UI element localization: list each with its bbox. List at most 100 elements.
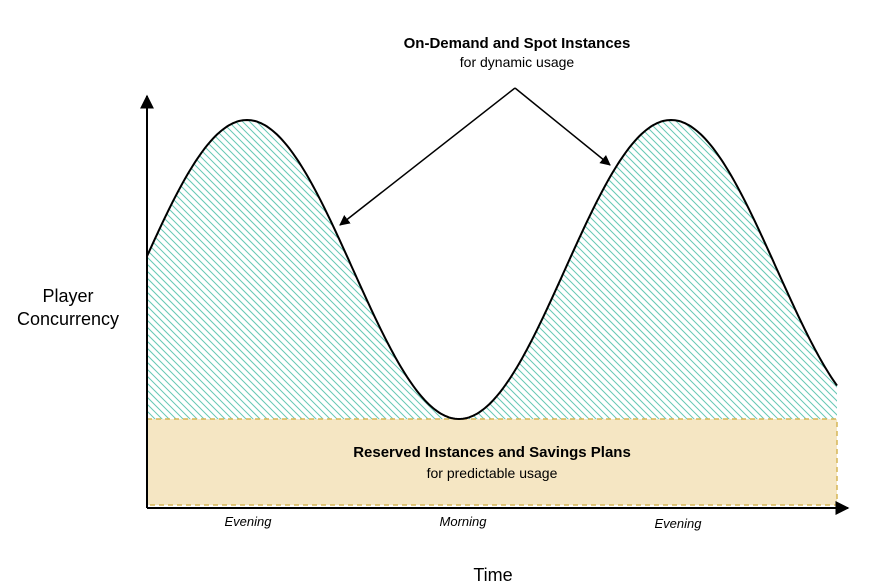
hatch-line [584,120,837,419]
hatch-line [147,120,227,419]
hatch-line [801,120,837,419]
hatch-line [147,120,388,419]
hatch-line [858,100,871,420]
hatch-line [766,120,837,419]
hatch-line [808,120,837,419]
hatch-line [626,120,837,419]
hatch-line [605,120,837,419]
hatch-line [147,120,346,419]
demand-curve [146,118,838,421]
hatch-line [147,120,409,419]
hatch-line [654,120,837,419]
hatch-line [570,120,837,419]
hatch-line [147,120,164,419]
hatch-line [147,120,234,419]
hatch-line [0,100,65,420]
hatch-line [794,120,837,419]
hatch-line [147,120,360,419]
hatch-line [147,120,374,419]
reserved-subtitle: for predictable usage [427,465,558,481]
hatch-line [147,120,297,419]
hatch-line [829,120,837,419]
hatch-line [0,100,128,420]
hatch-line [710,120,837,419]
time-label-morning: Morning [440,514,488,529]
hatch-line [0,100,51,420]
reserved-title: Reserved Instances and Savings Plans [353,444,631,461]
hatch-line [147,120,402,419]
hatch-line [147,120,311,419]
hatch-line [147,120,255,419]
hatch-line [0,100,114,420]
hatch-line [147,120,276,419]
hatch-line [612,120,837,419]
hatch-line [0,100,37,420]
hatch-line [147,120,206,419]
hatch-line [147,120,213,419]
hatch-line [147,120,192,419]
hatch-line [147,120,318,419]
hatch-line [147,120,248,419]
reserved-usage-box [146,418,838,506]
hatch-line [0,100,58,420]
hatch-line [591,120,837,419]
hatch-line [844,100,871,420]
hatch-line [0,100,30,420]
callout-arrow-right [514,87,611,166]
callout-title: On-Demand and Spot Instances [404,35,631,52]
hatch-line [598,120,837,419]
hatch-line [147,120,150,419]
hatch-line [0,100,107,420]
hatch-line [0,100,142,420]
hatch-line [836,120,837,419]
time-label-evening-1: Evening [225,514,273,529]
hatch-line [0,100,86,420]
hatch-line [147,120,290,419]
hatch-line [147,120,157,419]
hatch-line [0,100,121,420]
y-axis-label-line2: Concurrency [17,309,119,329]
hatch-line [822,120,837,419]
hatch-line [865,100,871,420]
hatch-line [0,100,100,420]
hatch-line [696,120,837,419]
hatch-line [0,100,16,420]
hatch-line [851,100,871,420]
hatch-line [0,100,135,420]
hatch-line [752,120,837,419]
hatch-line [147,120,367,419]
hatch-line [147,120,199,419]
hatch-line [147,120,353,419]
hatch-line [682,120,837,419]
hatch-line [147,120,381,419]
hatch-line [815,120,837,419]
hatch-line [0,100,2,420]
hatch-line [147,120,395,419]
hatch-line [724,120,837,419]
hatch-line [147,120,332,419]
hatch-line [147,120,171,419]
hatch-line [147,120,220,419]
hatch-line [147,120,339,419]
hatch-line [0,100,23,420]
y-axis-label-line1: Player [42,286,93,306]
hatch-line [147,120,325,419]
callout-arrow-left [339,87,516,226]
hatch-line [147,120,283,419]
hatch-line [0,100,93,420]
hatch-line [0,100,44,420]
hatch-line [0,100,79,420]
callout-subtitle: for dynamic usage [460,54,575,70]
hatch-line [0,100,9,420]
time-label-evening-2: Evening [655,516,703,531]
hatch-line [147,120,262,419]
hatch-line [147,120,304,419]
x-axis-label: Time [473,565,512,585]
hatch-line [668,120,837,419]
hatch-line [147,120,269,419]
dynamic-usage-hatch [0,100,871,420]
hatch-line [147,120,241,419]
hatch-line [577,120,837,419]
